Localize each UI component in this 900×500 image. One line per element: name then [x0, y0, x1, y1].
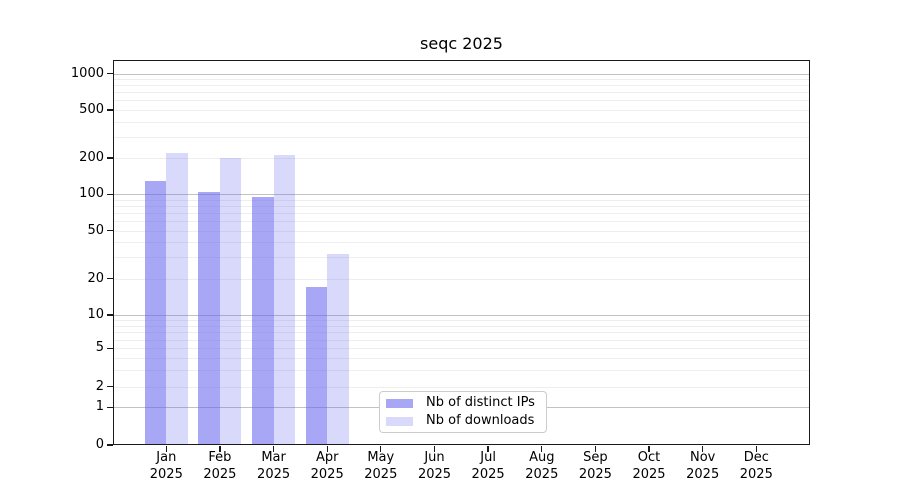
y-tick-mark [107, 278, 113, 280]
minor-gridline [113, 320, 810, 321]
minor-gridline [113, 79, 810, 80]
minor-gridline [113, 136, 810, 138]
minor-gridline [113, 369, 810, 371]
x-tick-label: Apr 2025 [310, 450, 344, 482]
x-tick-label: Nov 2025 [686, 450, 720, 482]
major-gridline [113, 315, 810, 316]
y-tick-label: 10 [87, 307, 104, 322]
y-tick-mark [107, 314, 113, 316]
y-tick-label: 20 [87, 270, 104, 286]
x-tick-mark [648, 446, 650, 452]
x-tick-mark [165, 446, 167, 452]
bar-downloads [327, 254, 349, 445]
minor-gridline [113, 257, 810, 259]
minor-gridline [113, 339, 810, 341]
x-tick-label: May 2025 [364, 450, 398, 482]
y-tick-label: 2 [95, 378, 104, 394]
x-tick-label: Aug 2025 [525, 450, 559, 482]
y-tick-mark [107, 347, 113, 349]
y-tick-mark [107, 229, 113, 232]
minor-gridline [113, 199, 810, 201]
y-tick-mark [107, 157, 113, 159]
y-tick-mark [107, 386, 113, 388]
x-tick-mark [219, 446, 221, 452]
x-tick-label: Oct 2025 [632, 450, 666, 482]
y-tick-label: 500 [79, 101, 104, 117]
minor-gridline [113, 100, 810, 102]
x-tick-mark [272, 446, 275, 452]
x-tick-mark [541, 446, 543, 452]
legend-row-distinct-ips: Nb of distinct IPs [386, 395, 538, 411]
minor-gridline [113, 242, 810, 244]
minor-gridline [113, 121, 810, 123]
x-tick-label: Dec 2025 [739, 450, 773, 482]
x-tick-mark [755, 446, 757, 452]
minor-gridline [113, 85, 810, 87]
y-tick-label: 5 [95, 340, 104, 356]
legend-box: Nb of distinct IPs Nb of downloads [379, 391, 547, 433]
legend-row-downloads: Nb of downloads [386, 413, 538, 429]
y-tick-label: 1 [95, 399, 104, 415]
minor-gridline [113, 230, 810, 232]
x-tick-label: Jul 2025 [471, 450, 505, 482]
bar-distinct-ips [198, 191, 220, 445]
x-tick-mark [433, 446, 436, 452]
bar-distinct-ips [305, 287, 328, 445]
bar-distinct-ips [144, 180, 167, 445]
x-tick-mark [594, 446, 597, 452]
x-tick-mark [702, 446, 704, 452]
legend-label-distinct-ips: Nb of distinct IPs [426, 395, 535, 410]
x-tick-label: Feb 2025 [203, 450, 237, 482]
minor-gridline [113, 325, 810, 327]
minor-gridline [113, 157, 810, 159]
legend-label-downloads: Nb of downloads [426, 413, 535, 428]
legend-swatch-downloads [386, 416, 413, 426]
minor-gridline [113, 109, 810, 111]
minor-gridline [113, 348, 810, 350]
bar-downloads [219, 157, 242, 445]
x-tick-label: Jun 2025 [417, 450, 452, 482]
y-tick-label: 50 [87, 222, 104, 238]
plot-area [113, 60, 810, 445]
y-tick-label: 1000 [70, 65, 104, 81]
bar-distinct-ips [252, 197, 274, 445]
major-gridline [113, 73, 810, 75]
x-tick-label: Sep 2025 [578, 450, 612, 482]
minor-gridline [113, 92, 810, 94]
minor-gridline [113, 213, 810, 214]
y-tick-label: 100 [79, 186, 104, 202]
y-tick-mark [107, 406, 113, 408]
bar-downloads [273, 155, 296, 445]
y-tick-mark [107, 72, 113, 75]
y-tick-mark [107, 193, 113, 195]
bar-downloads [166, 152, 188, 445]
x-tick-mark [326, 446, 328, 452]
x-tick-label: Jan 2025 [149, 450, 183, 482]
x-tick-mark [487, 446, 489, 452]
minor-gridline [113, 332, 810, 334]
x-tick-label: Mar 2025 [257, 450, 291, 482]
x-tick-mark [380, 446, 382, 452]
minor-gridline [113, 278, 810, 280]
legend-swatch-distinct-ips [386, 398, 413, 408]
y-tick-label: 0 [95, 437, 104, 452]
minor-gridline [113, 206, 810, 207]
major-gridline [113, 194, 810, 196]
minor-gridline [113, 386, 810, 388]
y-tick-mark [107, 444, 113, 446]
y-tick-label: 200 [79, 149, 104, 165]
minor-gridline [113, 357, 810, 359]
minor-gridline [113, 221, 810, 223]
y-tick-mark [107, 109, 113, 111]
chart-title: seqc 2025 [420, 34, 503, 53]
